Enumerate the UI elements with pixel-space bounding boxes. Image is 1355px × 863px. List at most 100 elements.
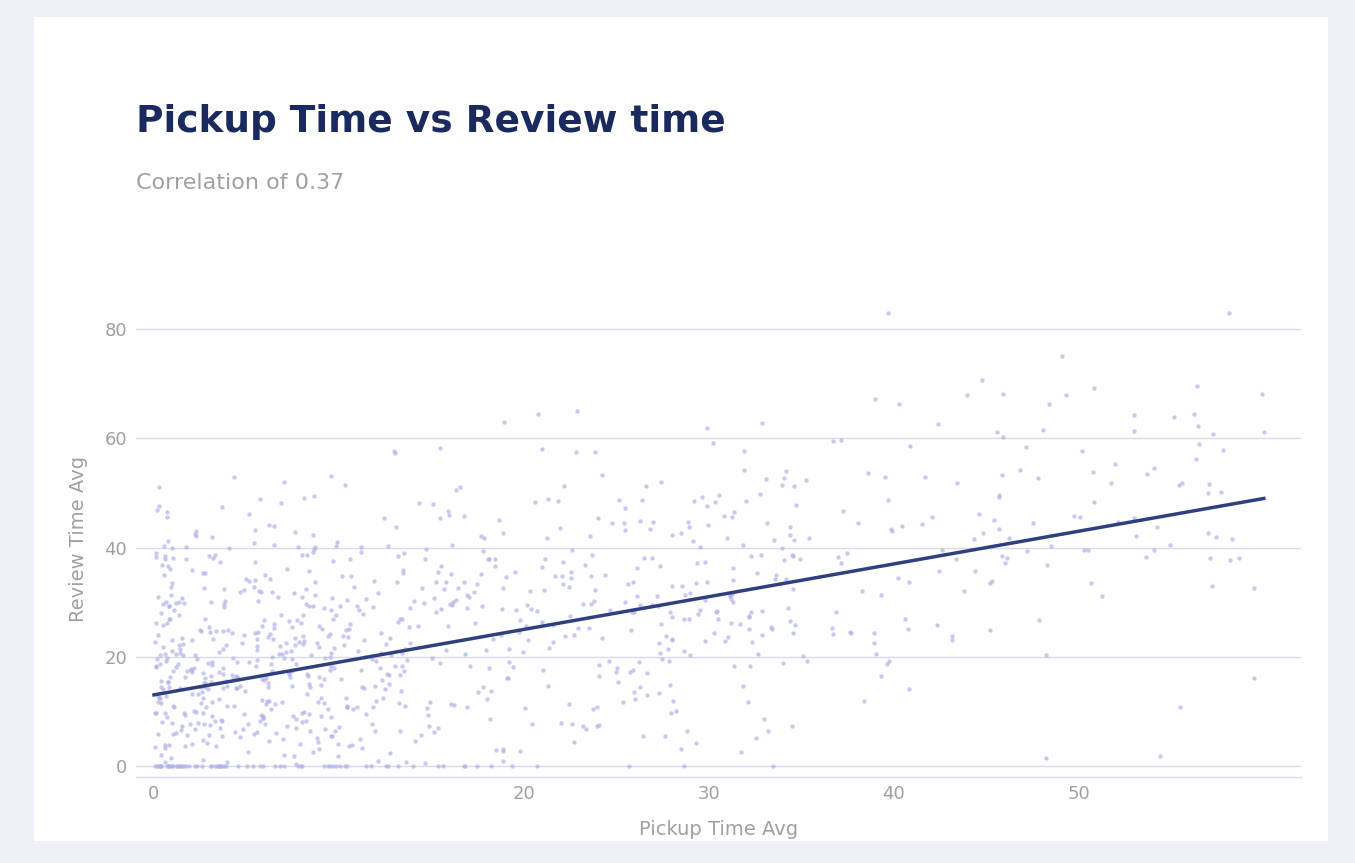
Point xyxy=(454,759,476,772)
Point xyxy=(1126,529,1148,543)
Point xyxy=(152,639,173,653)
Point xyxy=(157,738,179,752)
Point xyxy=(340,570,362,583)
Point xyxy=(182,687,203,701)
Point xyxy=(480,759,501,772)
Point xyxy=(187,688,209,702)
Point xyxy=(262,650,283,664)
Point xyxy=(278,667,299,681)
Point xyxy=(209,721,230,735)
Point xyxy=(524,495,546,509)
Point xyxy=(707,613,729,627)
Point xyxy=(642,515,664,529)
Point xyxy=(694,594,715,608)
Point xyxy=(978,623,1000,637)
Point xyxy=(565,445,587,459)
Point xyxy=(650,652,672,665)
Point xyxy=(248,595,270,608)
Point xyxy=(152,683,173,696)
Point xyxy=(634,551,656,564)
Point xyxy=(499,655,520,669)
Point xyxy=(630,597,652,611)
Point xyxy=(1069,510,1091,524)
Point xyxy=(173,740,195,753)
Point xyxy=(295,583,317,596)
Point xyxy=(509,614,531,627)
Point xyxy=(588,658,610,672)
Point xyxy=(839,626,860,639)
Point xyxy=(877,657,898,671)
Point xyxy=(274,651,295,665)
Point xyxy=(187,716,209,730)
Point xyxy=(232,722,253,736)
Point xyxy=(186,529,207,543)
Point xyxy=(776,601,798,614)
Point xyxy=(262,664,283,677)
Point xyxy=(729,617,751,631)
Point xyxy=(825,605,847,619)
Point xyxy=(167,658,188,671)
Point xyxy=(1041,539,1062,552)
Point xyxy=(398,620,420,633)
Point xyxy=(734,494,756,508)
Point xyxy=(881,524,902,538)
Point xyxy=(270,608,291,622)
Point xyxy=(213,661,234,675)
Point xyxy=(385,520,406,534)
Point xyxy=(836,546,858,560)
Point xyxy=(348,733,370,746)
Point xyxy=(352,607,374,620)
Point xyxy=(289,635,310,649)
Point xyxy=(229,586,251,600)
Point xyxy=(898,683,920,696)
Point xyxy=(215,679,237,693)
Point xyxy=(229,678,251,692)
Point xyxy=(691,490,713,504)
Point xyxy=(477,692,499,706)
Point xyxy=(305,588,327,602)
Point xyxy=(986,425,1008,439)
Point xyxy=(635,479,657,493)
Point xyxy=(389,668,411,682)
Point xyxy=(1028,613,1050,627)
Point xyxy=(587,719,608,733)
Point xyxy=(290,616,312,630)
Point xyxy=(291,715,313,729)
Point xyxy=(362,652,383,666)
Point xyxy=(747,566,768,580)
Point xyxy=(317,629,339,643)
Point xyxy=(278,666,299,680)
Point xyxy=(472,680,493,694)
Point xyxy=(149,690,171,704)
Point xyxy=(608,493,630,507)
Point xyxy=(981,575,1003,589)
Point xyxy=(430,511,451,525)
Point xyxy=(967,507,989,520)
Point xyxy=(263,617,285,631)
Point xyxy=(310,709,332,722)
Point xyxy=(709,488,730,502)
Point xyxy=(913,469,935,483)
Point xyxy=(798,531,820,545)
Point xyxy=(283,586,305,600)
Point xyxy=(435,576,457,589)
Point xyxy=(272,732,294,746)
Point xyxy=(459,659,481,673)
Point xyxy=(497,671,519,685)
Point xyxy=(774,553,795,567)
Point xyxy=(472,599,493,613)
Point xyxy=(255,696,276,710)
Point xyxy=(383,444,405,458)
Point xyxy=(488,513,509,527)
Point xyxy=(741,635,763,649)
Point xyxy=(438,620,459,633)
Point xyxy=(1070,444,1092,457)
Point xyxy=(280,620,302,634)
Point xyxy=(370,626,392,639)
Point xyxy=(276,719,298,733)
Point xyxy=(244,555,266,569)
Point xyxy=(1146,520,1168,534)
Point xyxy=(263,520,285,533)
Y-axis label: Review Time Avg: Review Time Avg xyxy=(69,457,88,622)
Point xyxy=(169,759,191,772)
